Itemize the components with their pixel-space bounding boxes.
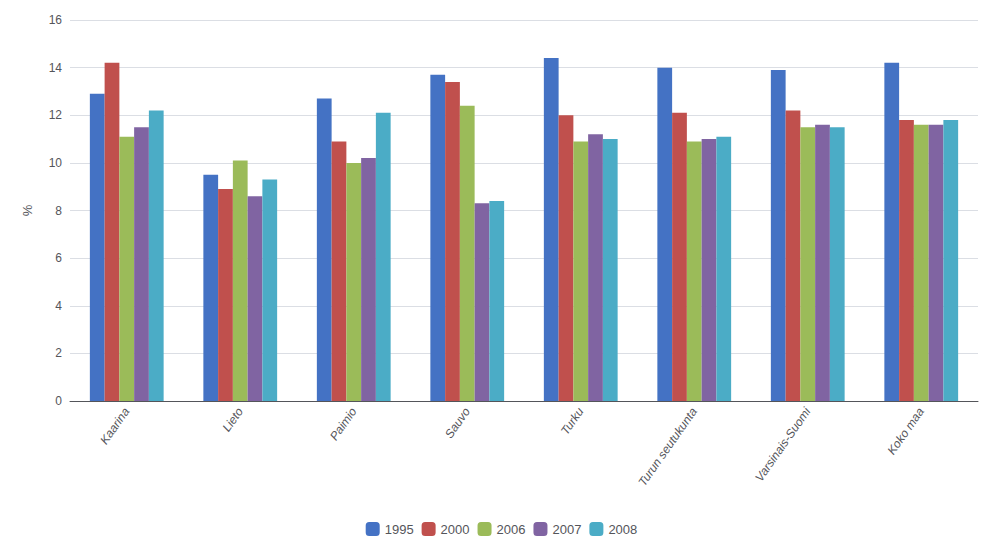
svg-text:10: 10: [49, 156, 63, 170]
svg-text:%: %: [20, 204, 35, 216]
svg-text:2008: 2008: [608, 522, 637, 537]
svg-text:12: 12: [49, 108, 63, 122]
svg-text:Lieto: Lieto: [220, 405, 247, 435]
svg-text:2000: 2000: [441, 522, 470, 537]
svg-text:14: 14: [49, 61, 63, 75]
svg-text:Sauvo: Sauvo: [442, 405, 473, 441]
svg-text:2007: 2007: [552, 522, 581, 537]
svg-text:Turun seutukunta: Turun seutukunta: [635, 405, 700, 489]
svg-text:0: 0: [55, 394, 62, 408]
svg-text:Varsinais-Suomi: Varsinais-Suomi: [752, 405, 814, 484]
svg-text:6: 6: [55, 251, 62, 265]
svg-text:1995: 1995: [385, 522, 414, 537]
svg-text:16: 16: [49, 13, 63, 27]
svg-text:Paimio: Paimio: [327, 405, 360, 443]
svg-text:Koko maa: Koko maa: [885, 405, 928, 458]
svg-text:4: 4: [55, 299, 62, 313]
svg-text:Kaarina: Kaarina: [97, 405, 132, 447]
svg-text:Turku: Turku: [558, 405, 587, 438]
svg-text:2006: 2006: [497, 522, 526, 537]
svg-text:2: 2: [55, 346, 62, 360]
svg-text:8: 8: [55, 204, 62, 218]
